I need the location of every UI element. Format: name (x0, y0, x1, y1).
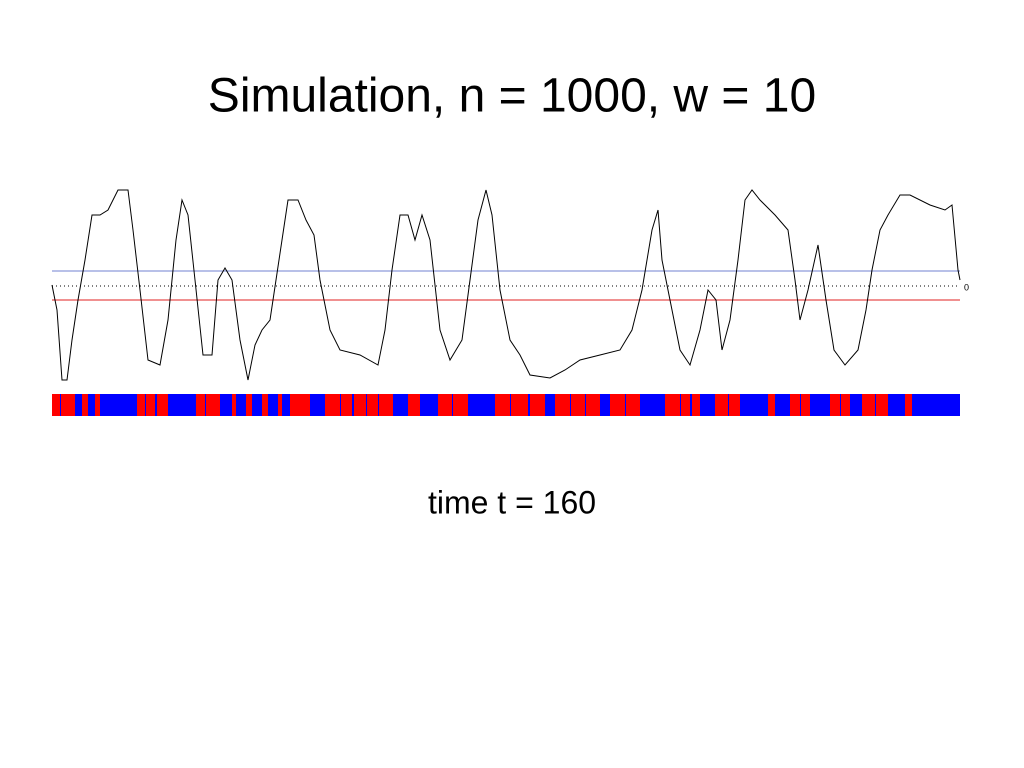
red-segments (52, 394, 912, 416)
time-caption: time t = 160 (428, 484, 596, 520)
blue-ticks (60, 394, 876, 416)
zero-label: 0 (964, 282, 969, 292)
slide-title: Simulation, n = 1000, w = 10 (208, 70, 816, 123)
state-strip (52, 394, 960, 416)
trajectory (51, 189, 961, 381)
simulation-plot: 0 (51, 189, 969, 381)
